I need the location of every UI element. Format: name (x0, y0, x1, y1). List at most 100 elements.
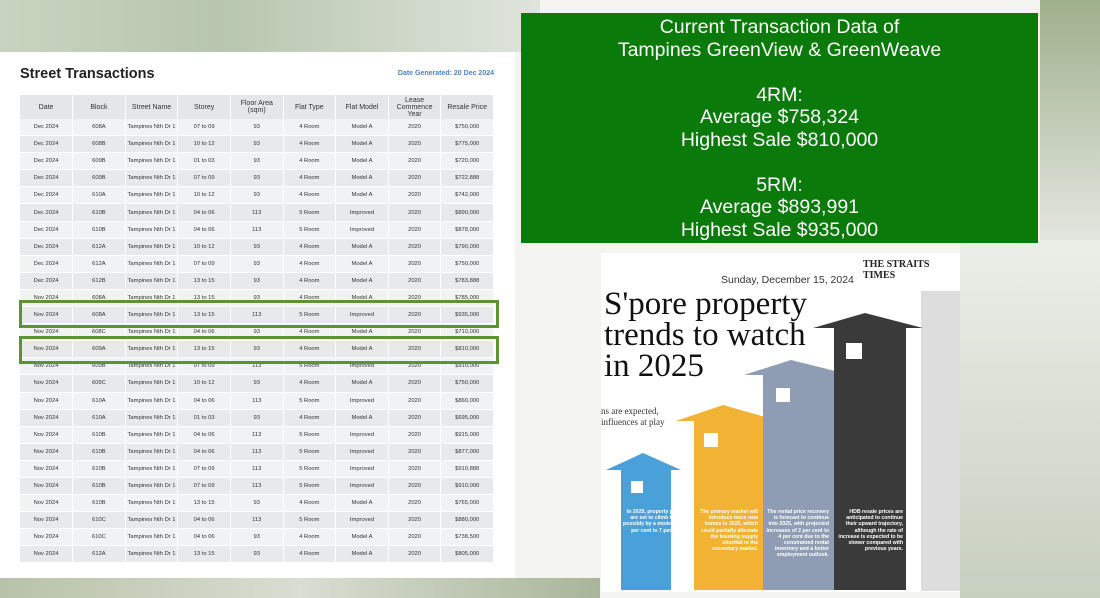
table-cell: 612A (72, 545, 126, 564)
table-cell: Dec 2024 (20, 152, 74, 171)
table-cell: 5 Room (283, 392, 337, 410)
table-cell: Nov 2024 (20, 306, 74, 325)
table-cell: Dec 2024 (20, 169, 74, 188)
table-cell: $750,000 (440, 374, 494, 393)
table-cell: 113 (230, 203, 284, 222)
table-cell: Dec 2024 (20, 203, 74, 222)
table-cell: 113 (230, 443, 284, 461)
table-cell: 04 to 06 (177, 203, 231, 222)
table-cell: Nov 2024 (20, 511, 74, 530)
table-cell: 5 Room (283, 477, 337, 496)
table-cell: Model A (335, 340, 389, 359)
table-cell: $750,000 (440, 255, 494, 273)
headline: S'pore property trends to watch in 2025 (604, 286, 807, 384)
table-cell: $805,000 (440, 545, 494, 564)
table-cell: Nov 2024 (20, 340, 74, 359)
table-cell: Dec 2024 (20, 221, 74, 239)
table-cell: 113 (230, 221, 284, 239)
table-row: Nov 2024 608A Tampines Nth Dr 1 13 to 15 113… (20, 306, 494, 325)
table-cell: Tampines Nth Dr 1 (125, 409, 179, 427)
table-cell: 01 to 03 (177, 409, 231, 427)
table-cell: 13 to 15 (177, 306, 231, 325)
table-cell: Improved (335, 392, 389, 410)
table-cell: 93 (230, 528, 284, 547)
table-cell: $915,000 (440, 426, 494, 444)
table-row: Nov 2024 610C Tampines Nth Dr 1 04 to 06 93 4… (20, 528, 494, 547)
column-header: Floor Area (sqm) (230, 95, 284, 119)
table-cell: 2020 (388, 169, 442, 188)
summary-highest: Highest Sale $935,000 (680, 218, 879, 241)
transactions-table: Date Block Street Name Storey Floor Area (sq… (20, 95, 494, 564)
table-cell: 609B (72, 169, 126, 188)
table-row: Nov 2024 609C Tampines Nth Dr 1 10 to 12 93 4… (20, 374, 494, 393)
table-cell: Model A (335, 272, 389, 290)
summary-average: Average $758,324 (699, 106, 860, 128)
table-cell: Improved (335, 306, 389, 325)
column-text (921, 291, 960, 591)
table-row: Dec 2024 608A Tampines Nth Dr 1 07 to 09 93 4… (20, 119, 494, 137)
table-cell: 4 Room (283, 135, 337, 154)
table-cell: 5 Room (283, 203, 337, 222)
table-cell: Model A (335, 409, 389, 427)
table-cell: 04 to 06 (177, 221, 231, 239)
highlight-box (19, 336, 499, 364)
table-cell: Model A (335, 152, 389, 171)
table-cell: Nov 2024 (20, 460, 74, 478)
table-cell: Model A (335, 119, 389, 137)
table-cell: 609B (72, 152, 126, 171)
table-cell: $783,888 (440, 272, 494, 290)
table-cell: 610B (72, 477, 126, 496)
table-cell: 04 to 06 (177, 426, 231, 444)
table-cell: Dec 2024 (20, 255, 74, 273)
table-cell: Dec 2024 (20, 272, 74, 290)
table-row: Nov 2024 610C Tampines Nth Dr 1 04 to 06 113… (20, 511, 494, 530)
table-cell: Nov 2024 (20, 374, 74, 393)
table-cell: 13 to 15 (177, 272, 231, 290)
table-cell: Model A (335, 545, 389, 564)
table-cell: 93 (230, 272, 284, 290)
column-header: Flat Type (283, 95, 337, 119)
table-cell: 2020 (388, 426, 442, 444)
table-cell: 10 to 12 (177, 135, 231, 154)
table-cell: 10 to 12 (177, 238, 231, 256)
background-photo (0, 578, 600, 598)
table-cell: 5 Room (283, 443, 337, 461)
table-cell: 93 (230, 255, 284, 273)
table-cell: $910,000 (440, 477, 494, 496)
table-cell: 01 to 03 (177, 152, 231, 171)
table-row: Nov 2024 609A Tampines Nth Dr 1 13 to 15 93 4… (20, 340, 494, 359)
table-cell: $790,000 (440, 238, 494, 256)
table-cell: 610B (72, 221, 126, 239)
table-cell: 4 Room (283, 374, 337, 393)
table-cell: 07 to 09 (177, 255, 231, 273)
table-cell: 2020 (388, 203, 442, 222)
table-cell: Nov 2024 (20, 409, 74, 427)
table-cell: 2020 (388, 238, 442, 256)
table-row: Nov 2024 610B Tampines Nth Dr 1 04 to 06 113… (20, 443, 494, 461)
table-cell: Dec 2024 (20, 186, 74, 205)
table-cell: Tampines Nth Dr 1 (125, 186, 179, 205)
table-cell: Model A (335, 255, 389, 273)
table-cell: Model A (335, 528, 389, 547)
summary-average: Average $893,991 (699, 196, 860, 218)
table-row: Nov 2024 610B Tampines Nth Dr 1 07 to 09 113… (20, 477, 494, 496)
table-cell: Tampines Nth Dr 1 (125, 460, 179, 478)
table-cell: $695,000 (440, 409, 494, 427)
table-cell: 610A (72, 186, 126, 205)
table-cell: $750,000 (440, 119, 494, 137)
table-cell: Model A (335, 238, 389, 256)
table-cell: 2020 (388, 545, 442, 564)
column-header: Lease Commence Year (388, 95, 442, 119)
table-cell: 4 Room (283, 186, 337, 205)
table-cell: 2020 (388, 135, 442, 154)
table-cell: Nov 2024 (20, 426, 74, 444)
table-cell: 10 to 12 (177, 186, 231, 205)
table-cell: 2020 (388, 460, 442, 478)
table-cell: 04 to 06 (177, 528, 231, 547)
table-cell: 2020 (388, 374, 442, 393)
table-cell: 4 Room (283, 494, 337, 513)
table-cell: $810,000 (440, 340, 494, 359)
table-cell: 612B (72, 272, 126, 290)
table-cell: Improved (335, 477, 389, 496)
table-cell: Tampines Nth Dr 1 (125, 340, 179, 359)
